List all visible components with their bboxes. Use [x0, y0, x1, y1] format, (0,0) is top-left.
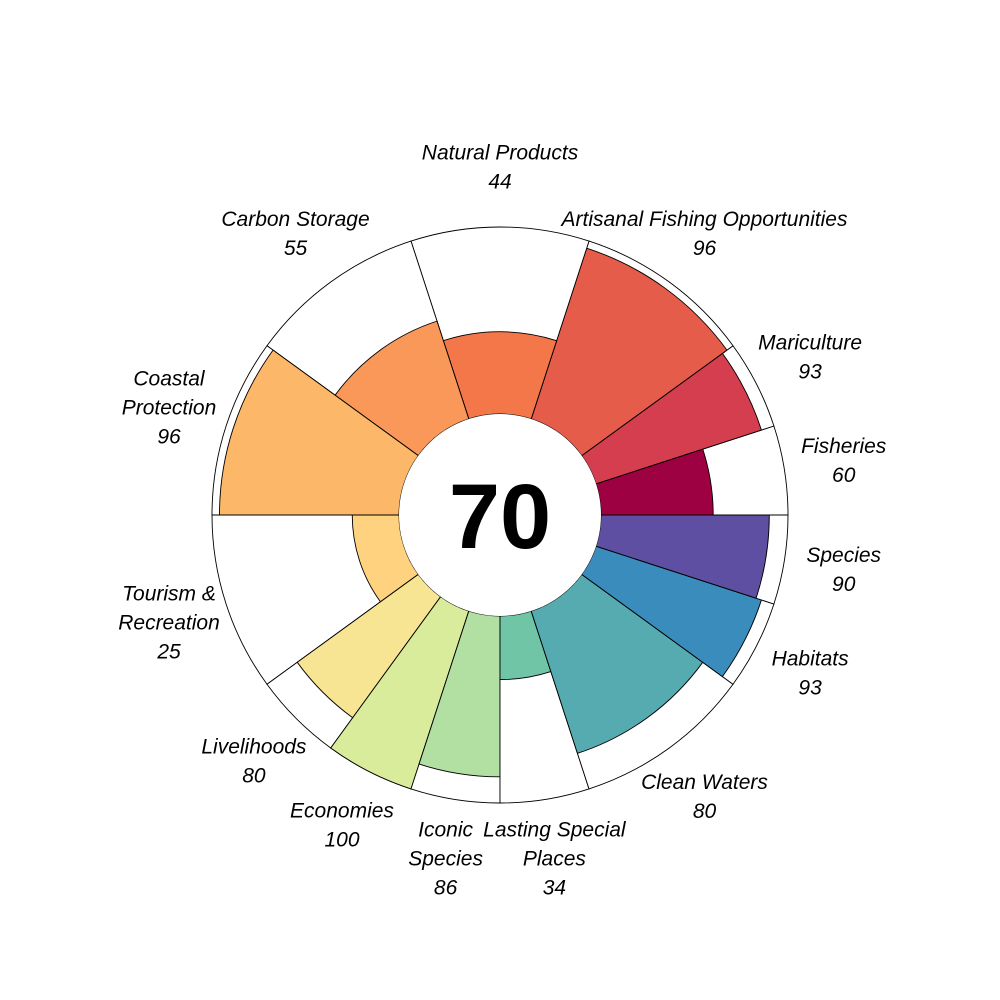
- petal-value-fisheries: 60: [832, 464, 856, 487]
- petal-label-line-fisheries: Fisheries: [801, 435, 887, 458]
- petal-value-habitats: 93: [798, 677, 822, 700]
- petal-label-line-clean-waters: Clean Waters: [641, 771, 768, 794]
- petal-label-line-natural-products: Natural Products: [422, 142, 579, 165]
- petal-label-iconic-species: Iconic Species 86: [408, 819, 483, 900]
- petal-value-iconic-species: 86: [434, 877, 458, 900]
- petal-label-artisanal-fishing-opportunities: Artisanal Fishing Opportunities 96: [560, 208, 848, 260]
- petal-label-line-species: Species: [806, 544, 881, 567]
- petal-value-lasting-special-places: 34: [543, 877, 566, 900]
- petal-label-line-lasting-special-places: Places: [523, 848, 587, 871]
- petal-label-fisheries: Fisheries 60: [801, 435, 887, 487]
- petal-label-line-mariculture: Mariculture: [758, 332, 862, 355]
- petal-label-line-carbon-storage: Carbon Storage: [221, 208, 369, 231]
- petal-value-tourism-recreation: 25: [156, 641, 181, 664]
- petal-label-line-tourism-recreation: Recreation: [118, 612, 220, 635]
- petal-label-line-lasting-special-places: Lasting Special: [483, 819, 627, 842]
- petal-label-lasting-special-places: Lasting Special Places 34: [483, 819, 627, 900]
- petal-label-line-artisanal-fishing-opportunities: Artisanal Fishing Opportunities: [560, 208, 848, 231]
- center-circle: [399, 414, 601, 616]
- center-score: 70: [449, 466, 551, 568]
- petal-value-clean-waters: 80: [693, 800, 717, 823]
- petal-label-line-coastal-protection: Protection: [122, 397, 217, 420]
- petal-value-mariculture: 93: [798, 361, 822, 384]
- petal-label-economies: Economies 100: [290, 800, 394, 852]
- petal-layer: [211, 226, 789, 804]
- petal-label-clean-waters: Clean Waters 80: [641, 771, 768, 823]
- petal-label-line-habitats: Habitats: [772, 648, 850, 671]
- petal-label-mariculture: Mariculture 93: [758, 332, 862, 384]
- petal-value-economies: 100: [324, 829, 359, 852]
- petal-label-line-coastal-protection: Coastal: [133, 368, 206, 391]
- petal-label-line-iconic-species: Species: [408, 848, 483, 871]
- petal-label-species: Species 90: [806, 544, 881, 596]
- petal-label-line-iconic-species: Iconic: [418, 819, 473, 842]
- petal-label-coastal-protection: Coastal Protection 96: [122, 368, 217, 449]
- petal-value-artisanal-fishing-opportunities: 96: [693, 237, 717, 260]
- petal-label-carbon-storage: Carbon Storage 55: [221, 208, 369, 260]
- petal-label-line-tourism-recreation: Tourism &: [122, 583, 216, 606]
- petal-value-coastal-protection: 96: [157, 426, 181, 449]
- petal-label-tourism-recreation: Tourism & Recreation 25: [118, 583, 220, 664]
- petal-value-species: 90: [832, 573, 856, 596]
- label-layer: Fisheries 60 Mariculture 93 Artisanal Fishin…: [118, 142, 887, 900]
- petal-label-habitats: Habitats 93: [772, 648, 850, 700]
- petal-value-livelihoods: 80: [242, 765, 266, 788]
- petal-label-livelihoods: Livelihoods 80: [201, 736, 307, 788]
- petal-label-line-livelihoods: Livelihoods: [201, 736, 307, 759]
- petal-label-natural-products: Natural Products 44: [422, 142, 579, 194]
- petal-value-carbon-storage: 55: [284, 237, 308, 260]
- petal-label-line-economies: Economies: [290, 800, 394, 823]
- petal-value-natural-products: 44: [488, 171, 511, 194]
